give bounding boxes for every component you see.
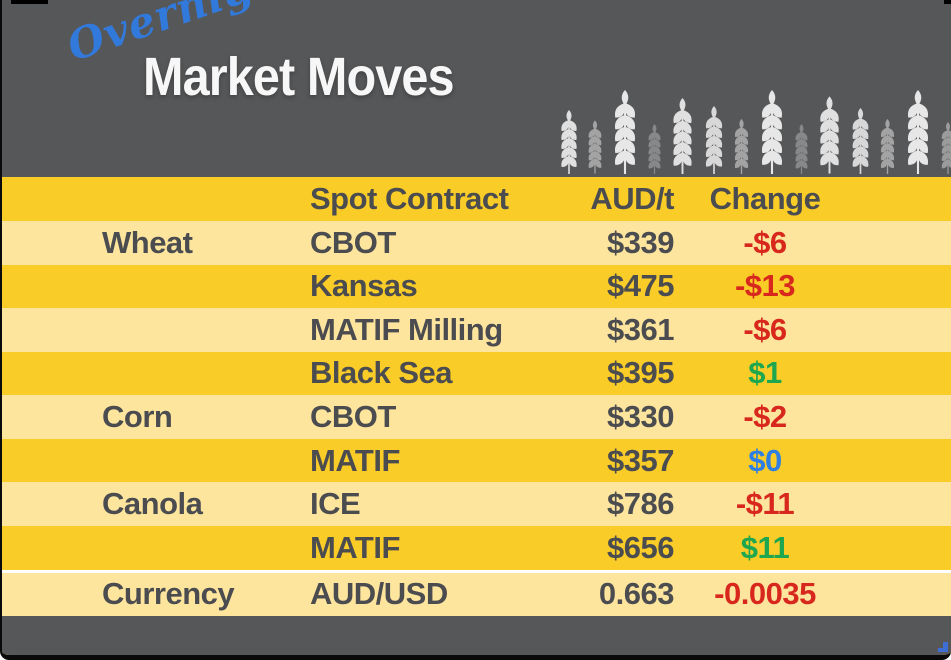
change-cell: -0.0035 xyxy=(714,576,816,612)
footer-bar xyxy=(2,616,951,655)
wheat-ear-icon xyxy=(645,124,664,174)
wheat-ear-icon xyxy=(701,106,727,174)
change-cell: -$6 xyxy=(743,311,787,347)
change-cell: -$11 xyxy=(735,486,795,522)
table-row: Corn CBOT $330 -$2 xyxy=(2,395,951,439)
price-cell: $786 xyxy=(607,486,674,522)
price-cell: $357 xyxy=(607,442,674,478)
change-cell: -$6 xyxy=(743,224,787,260)
price-cell: $361 xyxy=(607,311,674,347)
change-cell: -$13 xyxy=(734,268,796,304)
commodity-cell: Corn xyxy=(102,399,173,435)
page-title: Market Moves xyxy=(143,47,455,107)
contract-cell: CBOT xyxy=(310,224,396,260)
wheat-ear-icon xyxy=(731,119,752,174)
table-row: Canola ICE $786 -$11 xyxy=(2,482,951,526)
price-cell: 0.663 xyxy=(598,576,675,612)
table-row: MATIF $357 $0 xyxy=(2,438,951,483)
price-cell: $395 xyxy=(607,355,674,391)
wheat-ear-icon xyxy=(585,120,605,174)
wheat-ear-icon xyxy=(756,90,788,174)
change-cell: -$2 xyxy=(743,399,787,435)
wheat-ear-icon xyxy=(848,108,873,174)
top-right-border-artifact xyxy=(944,0,951,4)
contract-cell: MATIF Milling xyxy=(310,311,503,347)
wheat-ear-icon xyxy=(668,98,697,174)
wheat-ear-icon xyxy=(815,96,844,174)
wheat-ear-icon xyxy=(877,119,898,174)
table-row: Currency AUD/USD 0.663 -0.0035 xyxy=(2,572,951,617)
contract-cell: Black Sea xyxy=(310,355,453,391)
change-cell: $0 xyxy=(748,442,782,478)
price-cell: $475 xyxy=(607,268,674,304)
contract-cell: Kansas xyxy=(310,268,418,304)
table-row: Black Sea $395 $1 xyxy=(2,351,951,396)
price-column-header: AUD/t xyxy=(590,181,674,216)
table-row: Kansas $475 -$13 xyxy=(2,264,951,309)
commodity-cell: Currency xyxy=(102,576,235,612)
commodity-cell: Canola xyxy=(102,486,203,522)
price-cell: $339 xyxy=(607,224,674,260)
contract-cell: MATIF xyxy=(310,529,400,565)
wheat-ear-icon xyxy=(557,110,581,174)
change-cell: $11 xyxy=(740,529,790,565)
logo-corner-mark xyxy=(938,642,948,652)
contract-cell: ICE xyxy=(310,486,361,522)
table-row: MATIF $656 $11 xyxy=(2,525,951,570)
table-header-row: Spot Contract AUD/t Change xyxy=(2,177,951,221)
wheat-ear-icon xyxy=(938,122,951,174)
section-separator xyxy=(2,569,951,573)
contract-column-header: Spot Contract xyxy=(310,181,509,216)
wheat-ear-icon xyxy=(902,90,934,174)
top-left-border-artifact xyxy=(11,0,48,4)
price-table: Spot Contract AUD/t Change Wheat CBOT $339… xyxy=(2,177,951,617)
change-cell: $1 xyxy=(748,355,782,391)
wheat-icons-row xyxy=(557,90,951,174)
contract-cell: AUD/USD xyxy=(310,576,448,612)
contract-cell: MATIF xyxy=(310,442,400,478)
wheat-ear-icon xyxy=(609,90,641,174)
change-column-header: Change xyxy=(709,181,821,216)
header-banner: Overnight Market Moves xyxy=(2,0,951,177)
price-cell: $656 xyxy=(607,529,674,565)
table-row: Wheat CBOT $339 -$6 xyxy=(2,221,951,265)
wheat-ear-icon xyxy=(792,124,811,174)
table-row: MATIF Milling $361 -$6 xyxy=(2,308,951,352)
price-cell: $330 xyxy=(607,399,674,435)
contract-cell: CBOT xyxy=(310,399,396,435)
commodity-cell: Wheat xyxy=(102,224,193,260)
